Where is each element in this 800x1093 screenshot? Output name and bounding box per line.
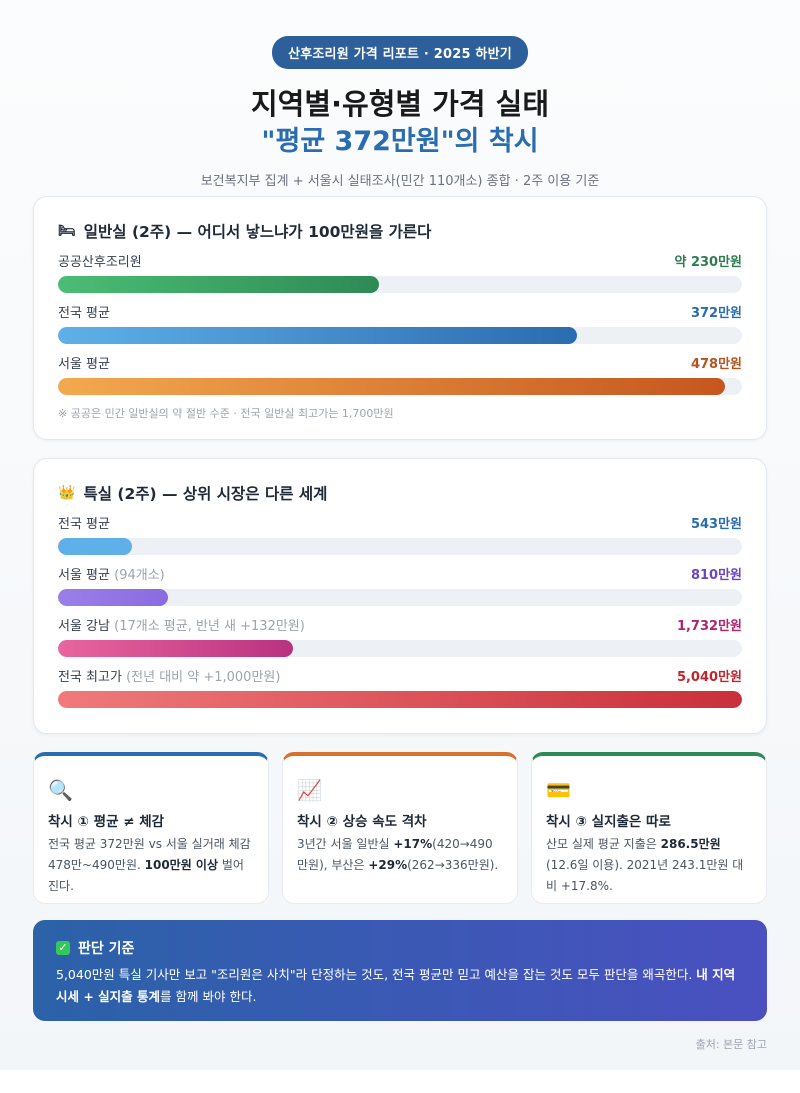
verdict-body: 5,040만원 특실 기사만 보고 "조리원은 사치"라 단정하는 것도, 전국… — [56, 967, 736, 1004]
chart-title: 🛏 일반실 (2주) — 어디서 낳느냐가 100만원을 가른다 — [58, 221, 742, 241]
bar-label-text: 서울 평균 — [58, 357, 110, 372]
bar-value-label: 543만원 — [690, 517, 742, 532]
insight-highlight: 100만원 이상 — [144, 858, 219, 872]
bar-row-head: 전국 최고가 (전년 대비 약 +1,000만원) 5,040만원 — [58, 668, 742, 687]
bar-row-head: 서울 강남 (17개소 평균, 반년 새 +132만원) 1,732만원 — [58, 617, 742, 636]
verdict-box: ✓ 판단 기준 5,040만원 특실 기사만 보고 "조리원은 사치"라 단정하… — [33, 920, 767, 1021]
bar-track — [58, 691, 742, 708]
insight-highlight: +17% — [393, 837, 433, 851]
insight-highlight: +29% — [368, 858, 408, 872]
bar-label: 서울 평균 (94개소) — [58, 566, 165, 585]
bar — [58, 691, 742, 708]
bar — [58, 378, 726, 395]
verdict-title: ✓ 판단 기준 — [56, 938, 744, 958]
insight-title: 착시 ③ 실지출은 따로 — [546, 814, 671, 830]
check-icon: ✓ — [56, 941, 70, 955]
bar-label-text: 전국 최고가 — [58, 670, 122, 685]
insight-title: 착시 ① 평균 ≠ 체감 — [48, 814, 165, 830]
chart-footnote: ※ 공공은 민간 일반실의 약 절반 수준 · 전국 일반실 최고가는 1,70… — [58, 407, 394, 420]
bar-track — [58, 378, 742, 395]
bar-track — [58, 589, 742, 606]
bar-row-head: 전국 평균 372만원 — [58, 304, 742, 323]
bar-label: 서울 평균 — [58, 355, 110, 374]
bar-row: 서울 평균 478만원 — [58, 355, 742, 406]
bar-row-head: 서울 평균 478만원 — [58, 355, 742, 374]
bar-value-label: 약 230만원 — [674, 255, 742, 270]
bar-track — [58, 538, 742, 555]
header: 산후조리원 가격 리포트 · 2025 하반기 지역별·유형별 가격 실태 "평… — [0, 0, 800, 189]
insight-body: 전국 평균 372만원 vs 서울 실거래 체감 478만~490만원. 100… — [48, 837, 251, 893]
insight-body: 산모 실제 평균 지출은 286.5만원 (12.6일 이용). 2021년 2… — [546, 837, 744, 893]
bar — [58, 640, 294, 657]
bar-row: 전국 최고가 (전년 대비 약 +1,000만원) 5,040만원 — [58, 668, 742, 719]
bar-track — [58, 327, 742, 344]
bar-label: 전국 평균 — [58, 304, 110, 323]
insight-title: 착시 ② 상승 속도 격차 — [297, 814, 427, 830]
bar-value-label: 810만원 — [690, 568, 742, 583]
bar-label: 서울 강남 (17개소 평균, 반년 새 +132만원) — [58, 617, 305, 636]
bar-row: 전국 평균 543만원 — [58, 515, 742, 566]
magnifier-icon: 🔍 — [48, 778, 73, 802]
chart-title-text: 특실 (2주) — 상위 시장은 다른 세계 — [83, 485, 328, 503]
general-room-chart: 🛏 일반실 (2주) — 어디서 낳느냐가 100만원을 가른다 공공산후조리원… — [33, 196, 767, 440]
bar-label-text: 서울 평균 — [58, 568, 110, 583]
bar-label: 전국 평균 — [58, 515, 110, 534]
bar-value-label: 5,040만원 — [676, 670, 742, 685]
bar-label: 전국 최고가 (전년 대비 약 +1,000만원) — [58, 668, 280, 687]
bar-label: 공공산후조리원 — [58, 253, 142, 272]
bar-label-text: 공공산후조리원 — [58, 255, 142, 270]
bar-track — [58, 276, 742, 293]
bar — [58, 276, 380, 293]
page-subtitle-highlight: "평균 372만원"의 착시 — [261, 126, 539, 157]
bar — [58, 538, 132, 555]
chart-title-text: 일반실 (2주) — 어디서 낳느냐가 100만원을 가른다 — [83, 223, 432, 241]
page-subtitle: 보건복지부 집계 + 서울시 실태조사(민간 110개소) 종합 · 2주 이용… — [200, 174, 600, 189]
insight-highlight: 286.5만원 — [660, 837, 721, 851]
bar-value-label: 372만원 — [690, 306, 742, 321]
insight-card: 📈 착시 ② 상승 속도 격차 3년간 서울 일반실 +17%(420→490만원)… — [282, 752, 518, 904]
bar-row-head: 서울 평균 (94개소) 810만원 — [58, 566, 742, 585]
bar-row: 서울 평균 (94개소) 810만원 — [58, 566, 742, 617]
bar-label-note: (전년 대비 약 +1,000만원) — [126, 670, 281, 685]
source-note: 출처: 본문 참고 — [695, 1038, 767, 1051]
bar-row-head: 전국 평균 543만원 — [58, 515, 742, 534]
credit-card-icon: 💳 — [546, 778, 571, 802]
verdict-highlight: 내 지역 시세 + 실지출 통계 — [56, 967, 736, 1004]
bar-label-note: (17개소 평균, 반년 새 +132만원) — [114, 619, 305, 634]
bar-value-label: 478만원 — [690, 357, 742, 372]
insight-body: 3년간 서울 일반실 +17%(420→490만원), 부산은 +29%(262… — [297, 837, 499, 872]
bar-label-text: 전국 평균 — [58, 306, 110, 321]
bar-row-head: 공공산후조리원 약 230만원 — [58, 253, 742, 272]
bar-label-text: 전국 평균 — [58, 517, 110, 532]
bar-row: 전국 평균 372만원 — [58, 304, 742, 355]
verdict-title-text: 판단 기준 — [78, 941, 135, 957]
bar-row: 공공산후조리원 약 230만원 — [58, 253, 742, 304]
chart-up-icon: 📈 — [297, 778, 322, 802]
bar-label-text: 서울 강남 — [58, 619, 110, 634]
crown-icon: 👑 — [58, 485, 76, 501]
infographic-page: 산후조리원 가격 리포트 · 2025 하반기 지역별·유형별 가격 실태 "평… — [0, 0, 800, 1070]
bar — [58, 589, 168, 606]
bar-track — [58, 640, 742, 657]
page-title: 지역별·유형별 가격 실태 — [250, 87, 549, 121]
bar-row: 서울 강남 (17개소 평균, 반년 새 +132만원) 1,732만원 — [58, 617, 742, 668]
bar-label-note: (94개소) — [114, 568, 165, 583]
bar-value-label: 1,732만원 — [676, 619, 742, 634]
chart-title: 👑 특실 (2주) — 상위 시장은 다른 세계 — [58, 483, 742, 503]
bar — [58, 327, 578, 344]
bed-icon: 🛏 — [58, 223, 76, 239]
report-badge: 산후조리원 가격 리포트 · 2025 하반기 — [272, 36, 528, 69]
